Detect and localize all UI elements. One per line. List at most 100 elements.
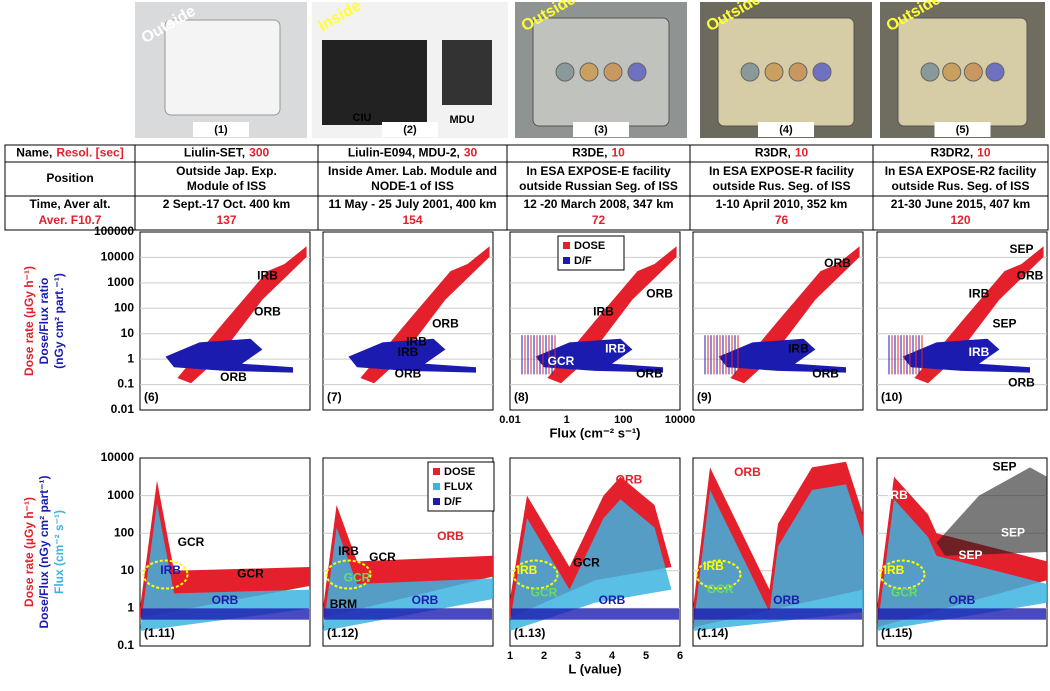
hole: [920, 62, 940, 82]
x-tick-label: 10000: [665, 414, 696, 426]
annotation: IRB: [884, 563, 905, 577]
hole: [985, 62, 1005, 82]
panel-label: (8): [514, 390, 529, 404]
photo-part: CIU: [353, 112, 372, 124]
x-tick-label: 1: [507, 650, 513, 662]
annotation: GCR: [707, 582, 734, 596]
panel-label: (1.11): [144, 626, 175, 640]
caption-box: [193, 122, 249, 137]
panel-label: (1.13): [514, 626, 545, 640]
table-cell: outside Rus. Seg. of ISS: [891, 179, 1029, 193]
plate: [532, 17, 670, 127]
hole: [788, 62, 808, 82]
hole: [603, 62, 623, 82]
data-band: [878, 608, 1046, 620]
annotation: IRB: [257, 269, 278, 283]
annotation: ORB: [220, 370, 247, 384]
device: [164, 19, 281, 116]
caption-box: [758, 122, 814, 137]
table-cell: 72: [592, 213, 606, 227]
annotation: IRB: [703, 559, 724, 573]
data-cloud: [535, 338, 663, 373]
y-tick-label: 10: [121, 326, 135, 340]
plate: [897, 17, 1028, 127]
legend-label: DOSE: [574, 240, 605, 252]
legend-swatch: [433, 468, 440, 475]
legend-swatch: [563, 257, 570, 264]
hole: [942, 62, 962, 82]
data-cloud: [348, 338, 476, 373]
hole: [812, 62, 832, 82]
legend-swatch: [563, 242, 570, 249]
y-axis-title: Dose rate (µGy h⁻¹): [22, 497, 36, 607]
legend-swatch: [433, 498, 440, 505]
panel-label: (7): [327, 390, 342, 404]
plate: [717, 17, 855, 127]
x-tick-label: 6: [677, 650, 683, 662]
region-mark: [879, 559, 926, 590]
annotation: ORB: [636, 367, 663, 381]
y-axis-title: Dose/Flux (nGy cm² part⁻¹): [37, 475, 51, 628]
annotation: ORB: [395, 367, 422, 381]
annotation: ORB: [412, 593, 439, 607]
annotation: SEP: [958, 548, 982, 562]
y-tick-label: 1000: [107, 275, 134, 289]
annotation: IRB: [887, 488, 908, 502]
legend: [557, 235, 625, 271]
annotation: ORB: [432, 317, 459, 331]
table-cell: 1-10 April 2010, 352 km: [716, 197, 848, 211]
annotation: ORB: [254, 304, 281, 318]
cell-name: Liulin-SET,: [184, 146, 245, 160]
y-tick-label: 0.1: [117, 638, 134, 652]
y-axis-title: (nGy cm² part.⁻¹): [52, 273, 66, 369]
data-cloud: [165, 338, 293, 373]
caption-box: [382, 122, 438, 137]
annotation: SEP: [992, 317, 1016, 331]
region-mark: [325, 559, 372, 590]
x-tick-label: 0.01: [499, 414, 520, 426]
cell-resolution: 30: [464, 146, 478, 160]
table-cell: 76: [775, 213, 789, 227]
annotation: GCR: [548, 354, 575, 368]
data-band: [141, 608, 309, 620]
cell-resolution: 10: [977, 146, 991, 160]
x-tick-label: 5: [643, 650, 649, 662]
panel-label: (9): [697, 390, 712, 404]
data-cloud: [936, 467, 1047, 556]
annotation: GCR: [891, 586, 918, 600]
annotation: GCR: [237, 567, 264, 581]
caption-box: [573, 122, 629, 137]
y-tick-label: 100: [114, 300, 134, 314]
y-tick-label: 10000: [101, 450, 135, 464]
annotation: ORB: [1008, 375, 1035, 389]
photo-part: MDU: [449, 114, 474, 126]
row-header: Time, Aver alt.: [30, 197, 111, 211]
panel-label: (1.15): [881, 626, 912, 640]
table-cell: 11 May - 25 July 2001, 400 km: [328, 197, 496, 211]
annotation: ORB: [734, 465, 761, 479]
cell-resolution: 10: [611, 146, 625, 160]
table-cell: 154: [402, 213, 422, 227]
row-header-part: Resol. [sec]: [56, 146, 123, 160]
region-mark: [512, 559, 559, 590]
table-cell: 120: [950, 213, 970, 227]
table-cell: R3DE, 10: [572, 146, 625, 160]
table-cell: 2 Sept.-17 Oct. 400 km: [163, 197, 290, 211]
annotation: IRB: [338, 544, 359, 558]
table-cell: outside Rus. Seg. of ISS: [712, 179, 850, 193]
cell-name: R3DR,: [755, 146, 791, 160]
y-axis-title: Flux (cm⁻² s⁻¹): [52, 510, 66, 594]
y-tick-label: 100000: [94, 224, 134, 238]
data-band: [694, 608, 862, 620]
hole: [555, 62, 575, 82]
x-tick-label: 3: [575, 650, 581, 662]
cell-name: R3DR2,: [930, 146, 973, 160]
row-header: Aver. F10.7: [39, 213, 102, 227]
photo-caption: (1): [214, 124, 228, 136]
y-tick-label: 0.01: [111, 402, 135, 416]
data-cloud: [140, 503, 310, 631]
table-cell: In ESA EXPOSE-E facility: [526, 164, 671, 178]
table-cell: outside Russian Seg. of ISS: [519, 179, 678, 193]
data-band: [324, 608, 492, 620]
